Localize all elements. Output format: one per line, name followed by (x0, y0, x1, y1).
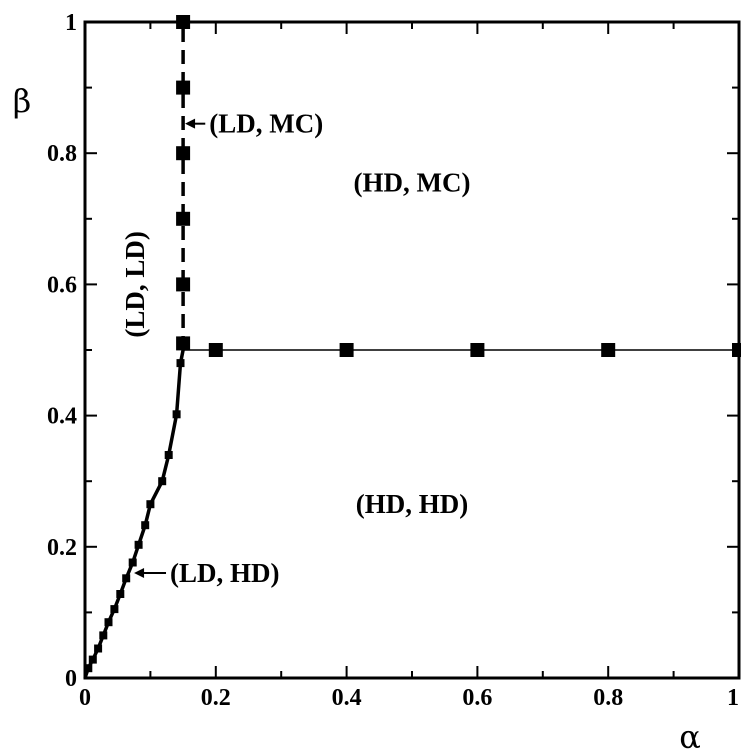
region-label: (LD, HD) (170, 558, 280, 588)
series-0-point (128, 558, 137, 567)
series-0-point (146, 500, 155, 509)
series-1-point (176, 336, 191, 351)
y-tick-label: 0.6 (47, 272, 77, 298)
annotation-arrow-head (185, 118, 196, 129)
series-2-point (339, 343, 354, 357)
x-tick-label: 0.8 (593, 685, 623, 711)
series-1-point (176, 277, 191, 292)
x-tick-label: 0.6 (462, 685, 492, 711)
x-tick-label: 0.4 (332, 685, 362, 711)
region-label: (LD, MC) (209, 109, 323, 139)
region-label: (HD, HD) (356, 489, 468, 519)
series-0-point (141, 521, 150, 530)
series-0-point (99, 631, 108, 640)
y-tick-label: 0 (65, 666, 77, 692)
series-0-point (158, 477, 167, 486)
y-tick-label: 1 (65, 10, 77, 36)
x-tick-label: 0 (79, 685, 91, 711)
series-0-point (176, 359, 185, 368)
series-0-line (83, 349, 185, 679)
x-tick-label: 1 (727, 685, 739, 711)
series-0-point (110, 605, 119, 614)
y-tick-label: 0.2 (47, 535, 77, 561)
series-0-point (172, 410, 181, 419)
y-tick-label: 0.4 (47, 404, 77, 430)
series-0-point (94, 644, 103, 653)
series-0-point (88, 655, 97, 664)
annotation-arrow-head (134, 568, 145, 579)
series-2-point (601, 343, 616, 357)
y-axis-label: β (13, 82, 32, 120)
series-1-point (176, 80, 191, 95)
x-axis-label: α (679, 718, 701, 754)
series-1-point (176, 146, 191, 161)
series-0-point (164, 451, 173, 459)
region-label: (LD, LD) (120, 231, 150, 338)
y-tick-label: 0.8 (47, 141, 77, 167)
series-0-point (104, 618, 113, 627)
series-1-point (176, 211, 191, 226)
region-label: (HD, MC) (354, 168, 471, 198)
x-tick-label: 0.2 (201, 685, 231, 711)
series-2-point (208, 343, 223, 357)
series-0-point (122, 574, 131, 583)
series-0-point (116, 590, 125, 598)
series-2-point (470, 343, 485, 357)
series-0-point (134, 540, 143, 549)
series-0-point (84, 664, 93, 673)
